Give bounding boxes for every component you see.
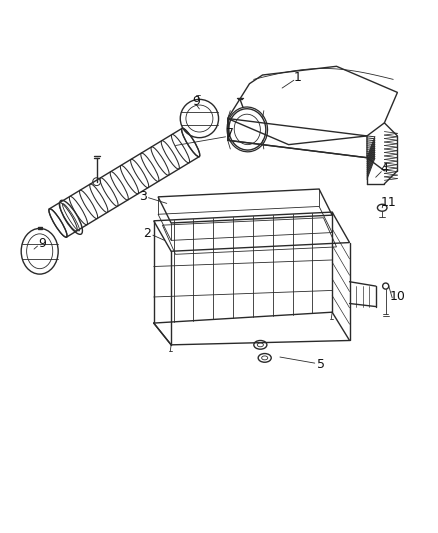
Text: 9: 9 xyxy=(38,237,46,250)
Text: 3: 3 xyxy=(139,190,147,204)
Text: 10: 10 xyxy=(389,290,406,303)
Text: 1: 1 xyxy=(293,71,301,84)
Text: 9: 9 xyxy=(192,95,200,108)
Text: 2: 2 xyxy=(143,228,151,240)
Text: 7: 7 xyxy=(226,127,234,140)
Text: 11: 11 xyxy=(381,196,397,208)
Text: 4: 4 xyxy=(381,162,389,175)
Text: 5: 5 xyxy=(317,358,325,371)
